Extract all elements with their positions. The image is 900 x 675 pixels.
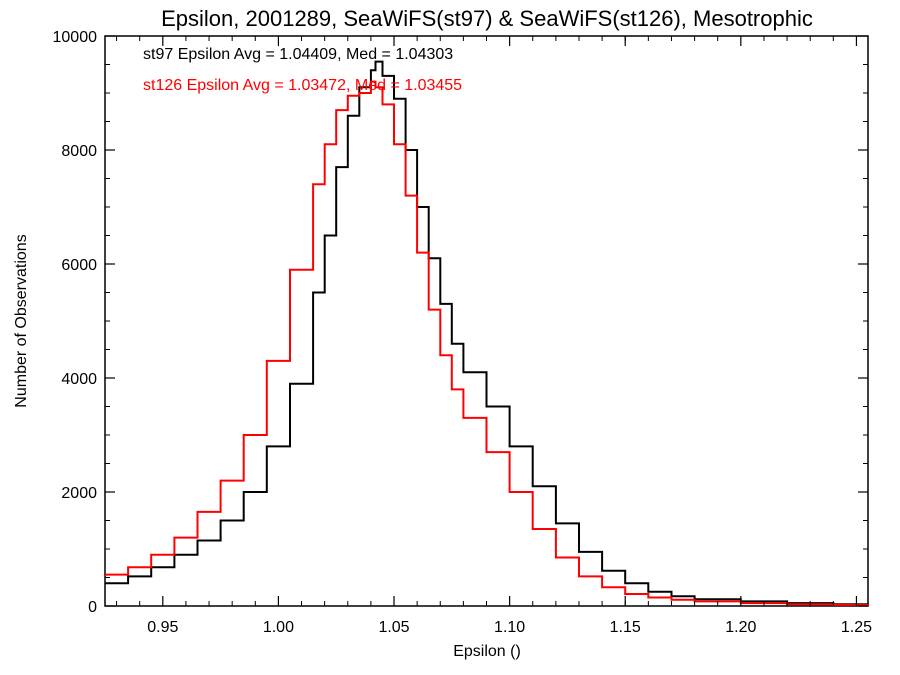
annotation-st126: st126 Epsilon Avg = 1.03472, Med = 1.034… [143, 77, 462, 94]
x-axis-label: Epsilon () [453, 643, 521, 660]
y-tick-label: 2000 [61, 485, 97, 502]
y-tick-label: 4000 [61, 371, 97, 388]
plot-frame [104, 35, 869, 607]
ticks-layer [105, 35, 868, 607]
series-st126-histogram [105, 80, 869, 606]
plot-area [104, 35, 869, 607]
series-st97-histogram [105, 60, 869, 606]
series-layer [105, 60, 869, 606]
x-tick-label: 1.10 [494, 619, 525, 636]
annotation-st97: st97 Epsilon Avg = 1.04409, Med = 1.0430… [143, 46, 453, 63]
tick-labels-layer: 0.95 1.00 1.05 1.10 1.15 1.20 1.25 0 2000 4000 600… [53, 29, 873, 636]
y-tick-label: 10000 [53, 29, 98, 46]
y-tick-label: 0 [88, 599, 97, 616]
y-axis-label: Number of Observations [13, 234, 30, 407]
x-tick-label: 1.15 [610, 619, 641, 636]
y-tick-label: 6000 [61, 257, 97, 274]
x-tick-label: 1.00 [263, 619, 294, 636]
x-tick-label: 1.25 [841, 619, 872, 636]
chart-title: Epsilon, 2001289, SeaWiFS(st97) & SeaWiF… [161, 6, 813, 31]
x-tick-label: 1.05 [378, 619, 409, 636]
y-tick-label: 8000 [61, 143, 97, 160]
x-tick-label: 0.95 [147, 619, 178, 636]
x-tick-label: 1.20 [725, 619, 756, 636]
